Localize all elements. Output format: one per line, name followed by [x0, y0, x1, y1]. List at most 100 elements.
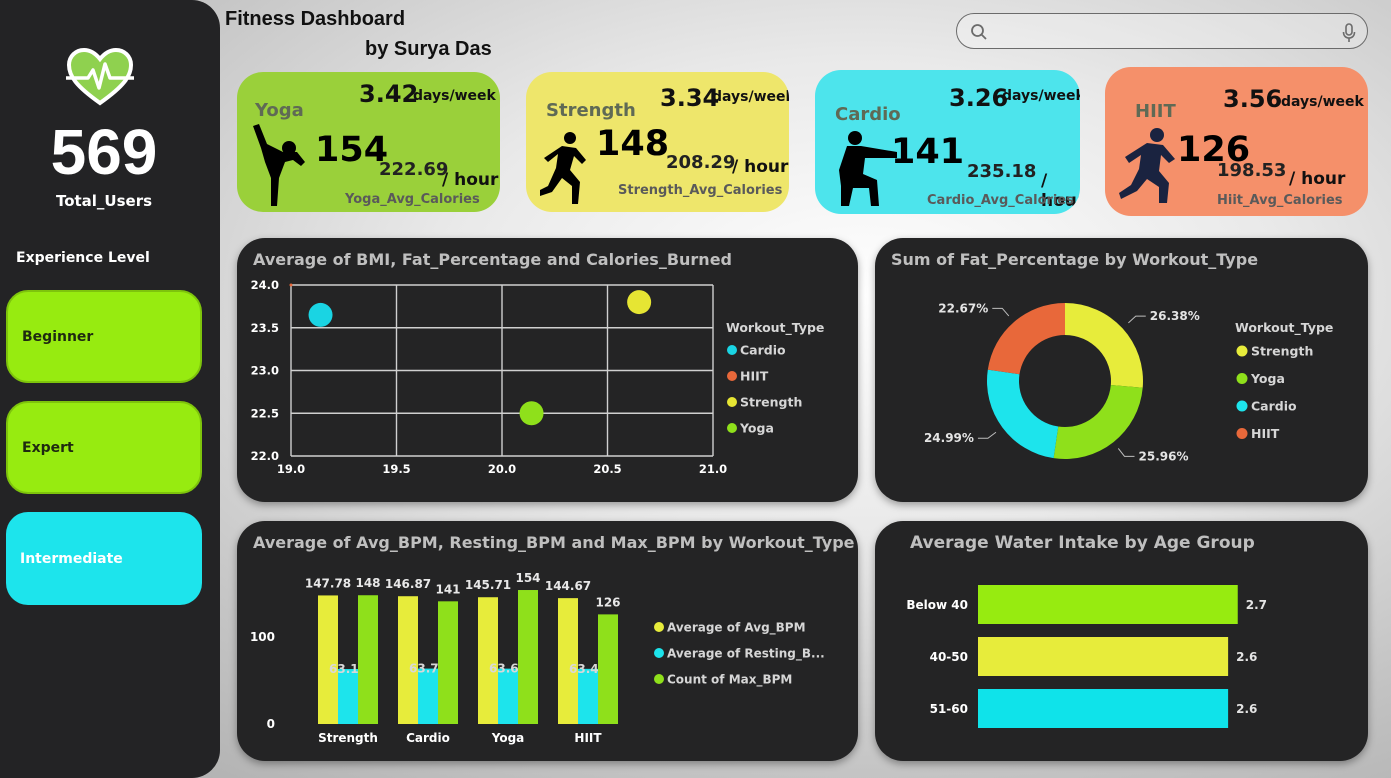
bar-value-label: 146.87 — [385, 577, 431, 591]
microphone-icon[interactable] — [1342, 23, 1356, 43]
kpi-card-yoga: Yoga 3.42 days/week 154 222.69 / hour Yo… — [237, 72, 500, 212]
kpi-calories-label: Strength_Avg_Calories — [618, 183, 783, 198]
water-intake-panel: Average Water Intake by Age Group Below … — [875, 521, 1368, 761]
kpi-calories-unit: / hour — [442, 170, 499, 190]
y-tick-label: 51-60 — [930, 702, 968, 716]
kpi-calories-unit: / hour — [1289, 169, 1346, 189]
legend-marker — [654, 622, 664, 632]
x-tick-label: Yoga — [491, 731, 525, 745]
bar-cardio — [438, 601, 458, 724]
kpi-card-cardio: Cardio 3.26 days/week 141 235.18 / hour … — [815, 70, 1080, 214]
search-input[interactable] — [995, 18, 1325, 44]
bar-strength — [338, 669, 358, 724]
bar-value-label: 2.7 — [1246, 598, 1267, 612]
kpi-days-value: 3.42 — [359, 80, 419, 108]
point-strength — [627, 290, 652, 315]
runner-icon — [540, 132, 586, 204]
bar-value-label: 2.6 — [1236, 702, 1257, 716]
water-bar-chart: Below 40 2.7 40-50 2.6 51-60 2.6 — [906, 585, 1267, 728]
kpi-days-value: 3.56 — [1223, 85, 1283, 113]
chart-title: Average of Avg_BPM, Resting_BPM and Max_… — [253, 533, 855, 552]
total-users-value: 569 — [50, 116, 158, 188]
x-tick-label: 20.0 — [488, 462, 516, 476]
slice-cardio — [987, 369, 1059, 459]
bar-strength — [318, 595, 338, 724]
chart-title: Average Water Intake by Age Group — [910, 533, 1255, 553]
bar-value-label: 63.70 — [409, 662, 447, 676]
page-title: Fitness Dashboard — [225, 8, 406, 30]
legend-marker — [654, 648, 664, 658]
kpi-days-unit: days/week — [712, 89, 789, 105]
bar-value-label: 63.64 — [489, 662, 527, 676]
bar-value-label: 126 — [595, 595, 620, 609]
bar-value-label: 144.67 — [545, 579, 591, 593]
bar-yoga — [518, 590, 538, 724]
search-box[interactable] — [956, 13, 1368, 49]
slice-label: 26.38% — [1150, 309, 1200, 323]
kpi-count: 141 — [891, 132, 965, 172]
kpi-calories: 235.18 — [967, 161, 1037, 182]
x-tick-label: 19.0 — [277, 462, 305, 476]
kpi-title: Cardio — [835, 104, 901, 125]
slice-label: 22.67% — [938, 301, 988, 315]
x-tick-label: 20.5 — [593, 462, 621, 476]
y-tick-label: 23.0 — [251, 364, 279, 378]
slice-strength — [1065, 303, 1143, 388]
scatter-chart: 19.0 19.5 20.0 20.5 21.0 22.0 22.5 23.0 23.5 24.0… — [251, 278, 825, 476]
donut-chart: 26.38% 25.96% 24.99% 22.67% Workout_Type Stre… — [924, 301, 1333, 463]
squat-icon — [839, 131, 897, 206]
total-users-label: Total_Users — [55, 192, 153, 210]
x-tick-label: 21.0 — [699, 462, 727, 476]
kpi-calories-unit: / hour — [732, 157, 789, 177]
y-tick-label: 40-50 — [930, 650, 968, 664]
legend-marker — [1236, 400, 1248, 412]
kpi-calories: 222.69 — [379, 159, 449, 180]
bar-value-label: 145.71 — [465, 578, 511, 592]
y-tick-label: 23.5 — [251, 321, 279, 335]
legend-label: Average of Avg_BPM — [667, 621, 806, 636]
kpi-count: 126 — [1177, 130, 1251, 170]
level-label: Expert — [22, 439, 74, 456]
sidebar: 569 Total_Users Experience Level Beginne… — [0, 0, 220, 778]
level-label: Intermediate — [20, 550, 123, 567]
x-tick-label: Cardio — [406, 731, 450, 745]
slice-leader — [992, 307, 1010, 317]
experience-expert-button[interactable]: Expert — [6, 401, 202, 494]
experience-intermediate-button[interactable]: Intermediate — [6, 512, 202, 605]
slice-label: 25.96% — [1139, 449, 1189, 463]
legend-label: Yoga — [1250, 371, 1285, 386]
legend-label: Strength — [1251, 344, 1313, 359]
bpm-bar-chart: 0 100 147.78 63.18 148 Strength 146.87 63.70 141… — [250, 571, 825, 745]
experience-level-title: Experience Level — [16, 250, 150, 266]
bar-value-label: 154 — [515, 571, 540, 585]
chart-title: Sum of Fat_Percentage by Workout_Type — [891, 250, 1259, 269]
kpi-days-value: 3.26 — [949, 84, 1009, 112]
legend-label: Strength — [740, 395, 802, 410]
slice-leader — [1128, 315, 1146, 324]
kpi-calories: 208.29 — [666, 152, 736, 173]
bar-yoga — [478, 597, 498, 724]
x-tick-label: 19.5 — [382, 462, 410, 476]
sprinter-icon — [1119, 128, 1175, 203]
experience-beginner-button[interactable]: Beginner — [6, 290, 202, 383]
kpi-calories-label: Cardio_Avg_Calories — [927, 193, 1074, 208]
bar-value-label: 2.6 — [1236, 650, 1257, 664]
bar-cardio — [398, 596, 418, 724]
kpi-title: Yoga — [255, 100, 304, 121]
slice-hiit — [987, 303, 1065, 375]
kpi-card-strength: Strength 3.34 days/week 148 208.29 / hou… — [526, 72, 789, 212]
bar-value-label: 141 — [435, 582, 460, 596]
bar-hiit — [598, 614, 618, 724]
legend-label: HIIT — [740, 369, 769, 384]
slice-label: 24.99% — [924, 431, 974, 445]
legend-marker — [1236, 345, 1248, 357]
yoga-pose-icon — [253, 124, 305, 206]
y-tick-label: Below 40 — [906, 598, 968, 612]
kpi-calories-label: Hiit_Avg_Calories — [1217, 193, 1343, 208]
kpi-card-hiit: HIIT 3.56 days/week 126 198.53 / hour Hi… — [1105, 67, 1368, 216]
kpi-title: HIIT — [1135, 101, 1176, 122]
point-yoga — [519, 401, 544, 426]
legend-label: Cardio — [1251, 399, 1297, 414]
point-hiit — [289, 283, 293, 287]
legend-title: Workout_Type — [726, 320, 824, 336]
